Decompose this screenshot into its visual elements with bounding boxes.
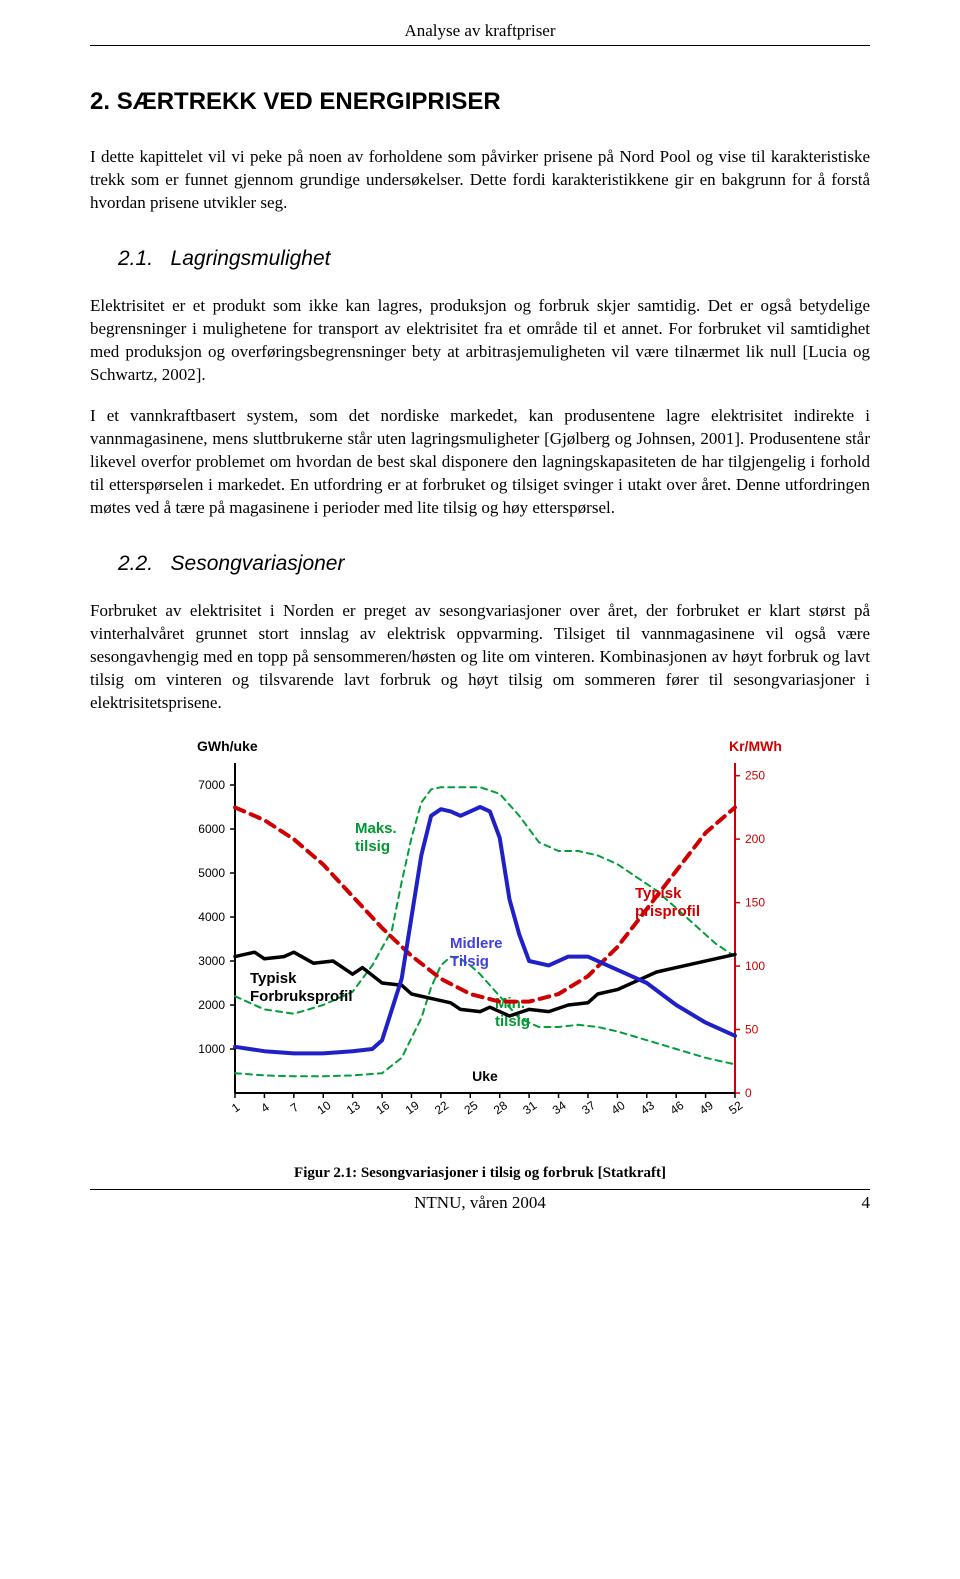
svg-text:5000: 5000 (198, 866, 225, 880)
svg-text:tilsig: tilsig (355, 838, 390, 855)
footer-center: NTNU, våren 2004 (130, 1192, 830, 1215)
seasonal-chart: 1000 2000 3000 4000 5000 6000 7000 GWh/uke 0 50 10… (160, 733, 800, 1153)
svg-text:Tilsig: Tilsig (450, 953, 489, 970)
svg-text:Maks.: Maks. (355, 820, 397, 837)
section-intro: I dette kapittelet vil vi peke på noen a… (90, 146, 870, 215)
svg-text:GWh/uke: GWh/uke (197, 738, 258, 754)
subsection-2-2-p1: Forbruket av elektrisitet i Norden er pr… (90, 600, 870, 715)
svg-text:3000: 3000 (198, 954, 225, 968)
svg-text:50: 50 (745, 1022, 759, 1036)
svg-text:Typisk: Typisk (250, 970, 297, 987)
svg-text:4000: 4000 (198, 910, 225, 924)
svg-text:2000: 2000 (198, 998, 225, 1012)
subsection-2-1-p2: I et vannkraftbasert system, som det nor… (90, 405, 870, 520)
svg-text:Kr/MWh: Kr/MWh (729, 738, 782, 754)
svg-text:200: 200 (745, 832, 765, 846)
svg-text:Midlere: Midlere (450, 935, 503, 952)
subsection-number: 2.1. (118, 247, 153, 270)
footer-spacer (90, 1192, 130, 1215)
subsection-2-1-p1: Elektrisitet er et produkt som ikke kan … (90, 295, 870, 387)
subsection-title: Sesongvariasjoner (171, 552, 345, 575)
subsection-2-2-heading: 2.2. Sesongvariasjoner (118, 550, 870, 578)
page-footer: NTNU, våren 2004 4 (90, 1189, 870, 1215)
figure-2-1: 1000 2000 3000 4000 5000 6000 7000 GWh/uke 0 50 10… (90, 733, 870, 1183)
svg-text:100: 100 (745, 959, 765, 973)
svg-text:prisprofil: prisprofil (635, 903, 700, 920)
svg-text:250: 250 (745, 769, 765, 783)
section-number: 2. (90, 88, 110, 115)
subsection-title: Lagringsmulighet (171, 247, 331, 270)
svg-text:Forbruksprofil: Forbruksprofil (250, 988, 353, 1005)
svg-text:Typisk: Typisk (635, 885, 682, 902)
section-title: SÆRTREKK VED ENERGIPRISER (117, 88, 501, 115)
svg-text:1000: 1000 (198, 1042, 225, 1056)
svg-text:7000: 7000 (198, 778, 225, 792)
figure-caption: Figur 2.1: Sesongvariasjoner i tilsig og… (90, 1161, 870, 1183)
footer-page-number: 4 (830, 1192, 870, 1215)
svg-text:Uke: Uke (472, 1068, 498, 1084)
svg-text:150: 150 (745, 896, 765, 910)
svg-text:0: 0 (745, 1086, 752, 1100)
subsection-2-1-heading: 2.1. Lagringsmulighet (118, 245, 870, 273)
section-heading: 2. SÆRTREKK VED ENERGIPRISER (90, 86, 870, 118)
running-header: Analyse av kraftpriser (90, 20, 870, 46)
svg-text:6000: 6000 (198, 822, 225, 836)
subsection-number: 2.2. (118, 552, 153, 575)
